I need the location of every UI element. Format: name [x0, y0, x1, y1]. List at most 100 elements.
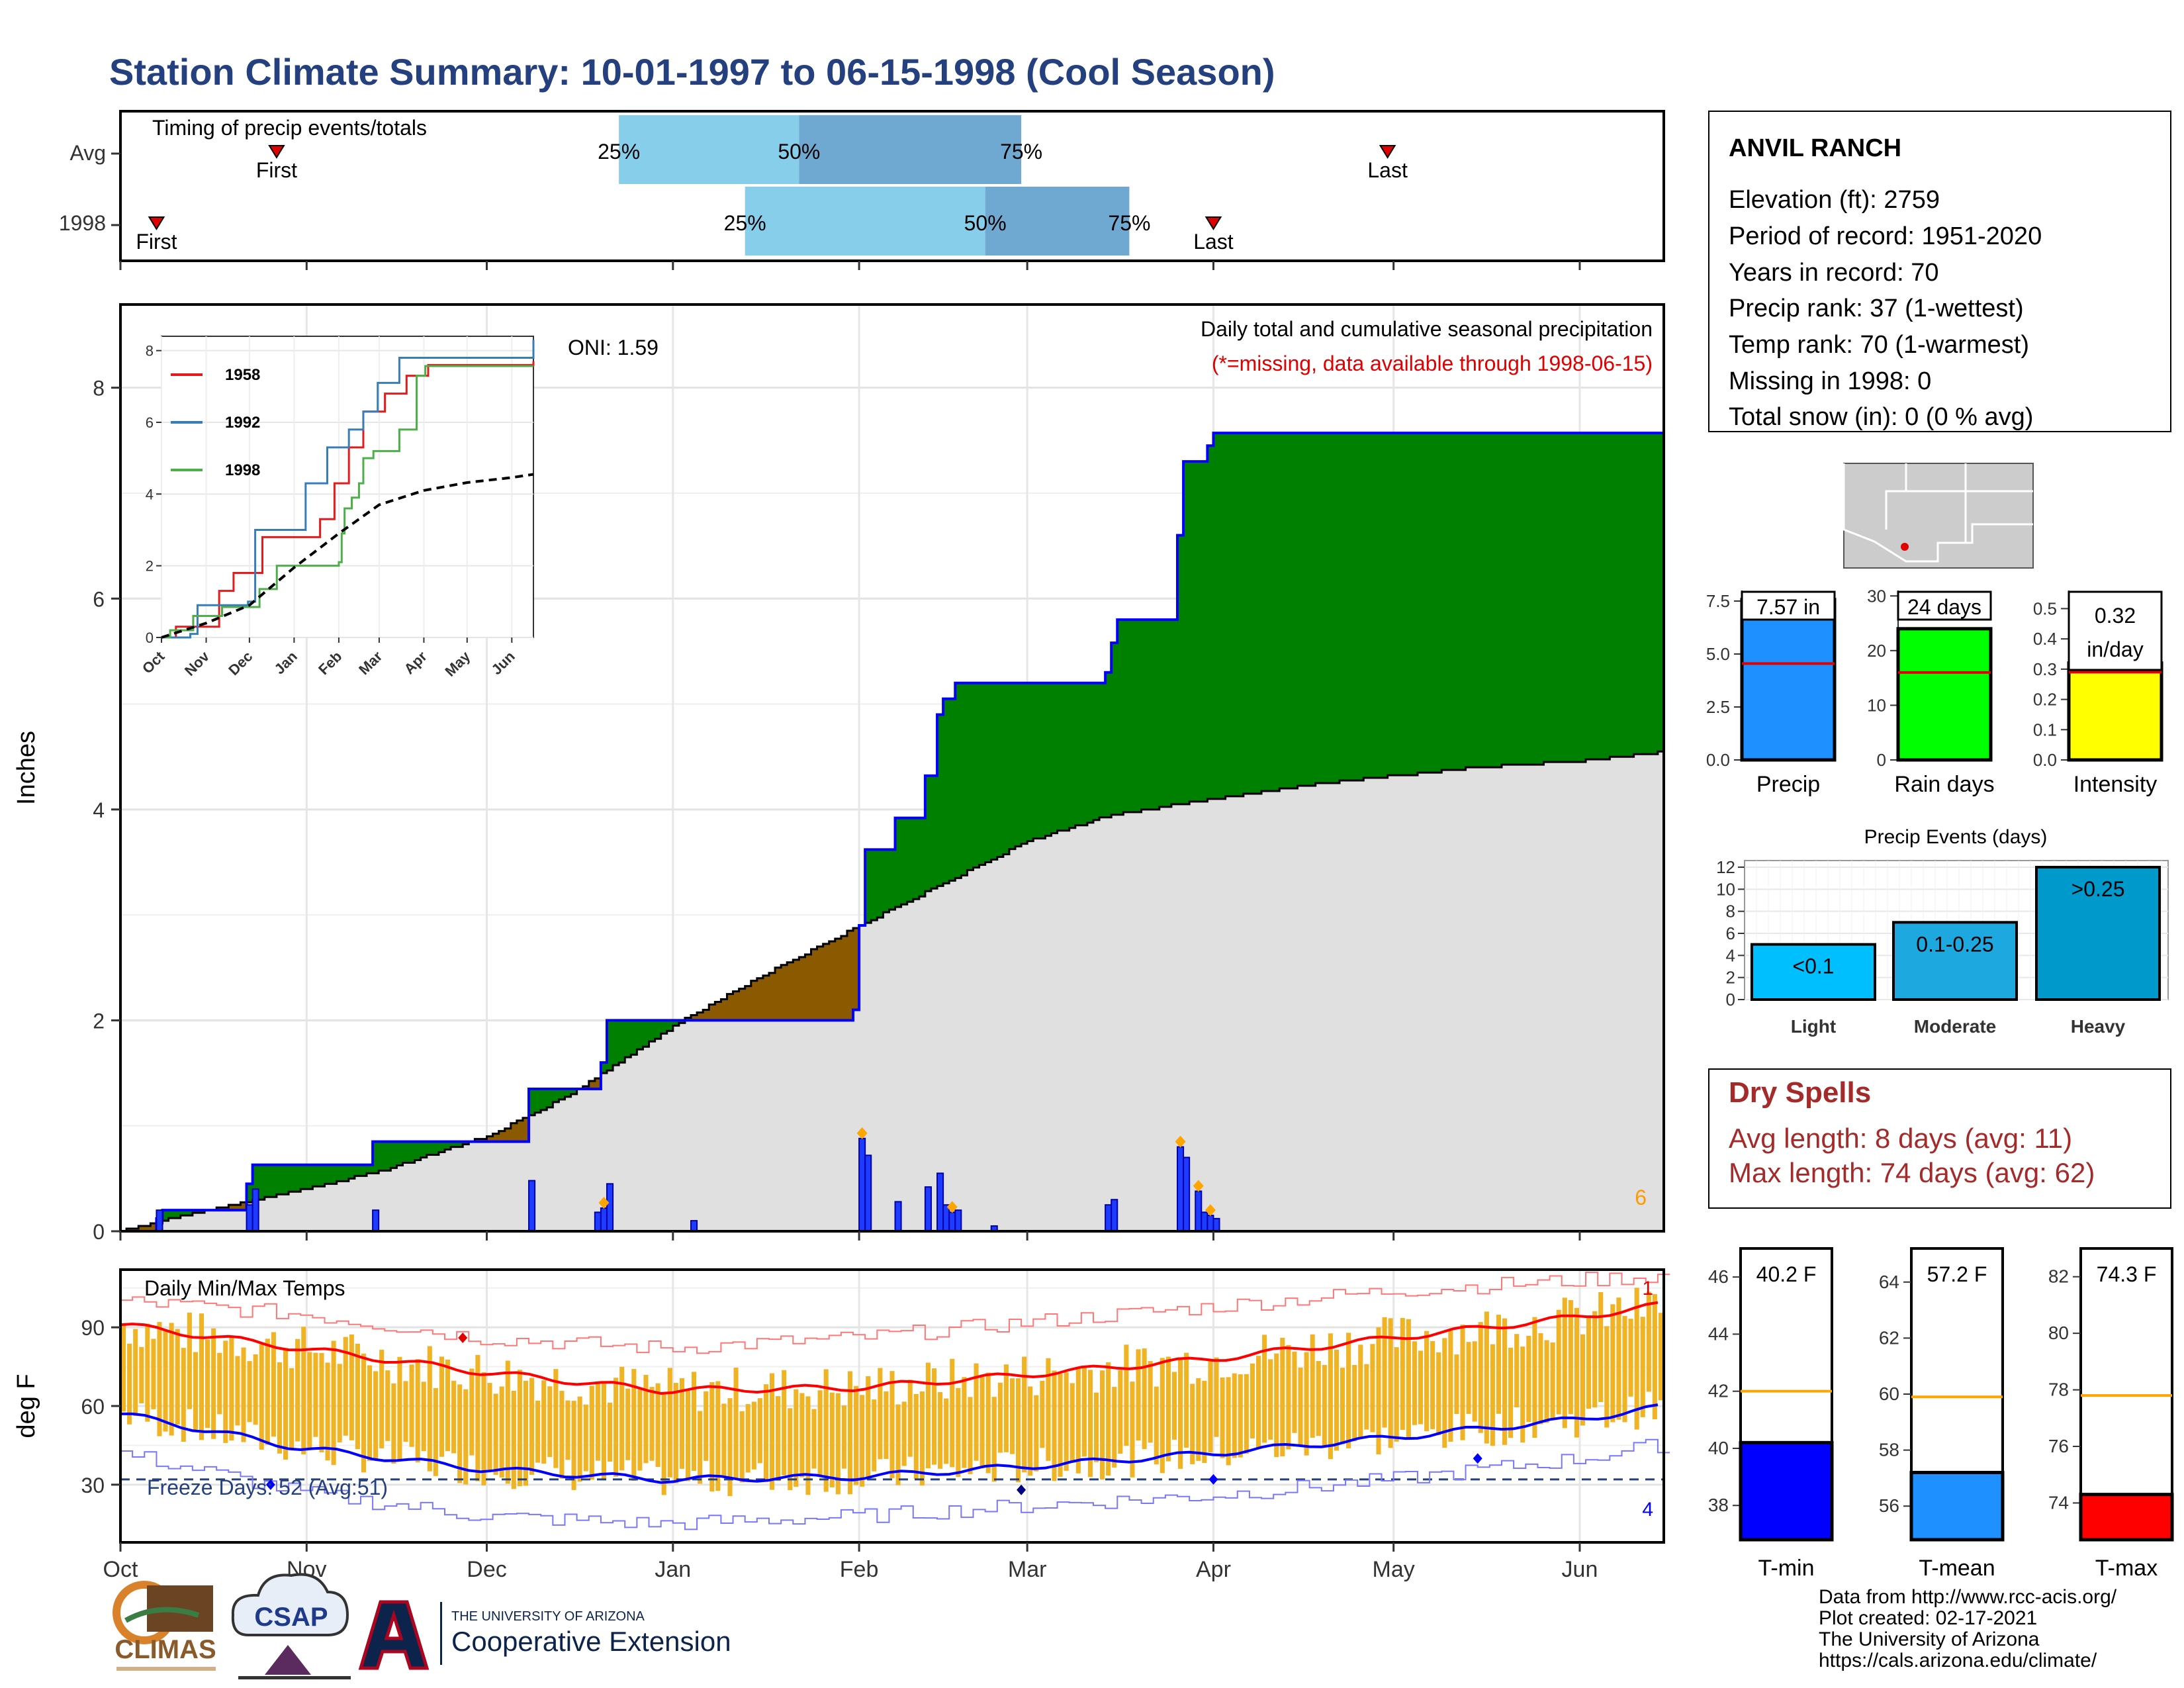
- deficit-fill: [510, 1123, 518, 1142]
- daily-temp-bar: [1304, 1352, 1309, 1456]
- daily-precip-bar: [858, 1137, 866, 1232]
- daily-temp-bar: [1255, 1356, 1261, 1449]
- surplus-fill: [997, 682, 1004, 857]
- surplus-fill: [559, 1088, 566, 1100]
- daily-temp-bar: [439, 1356, 444, 1457]
- daily-temp-bar: [271, 1332, 276, 1437]
- daily-temp-bar: [313, 1352, 318, 1437]
- temp-x-tick-label: Jun: [1562, 1557, 1598, 1582]
- daily-temp-bar: [133, 1329, 138, 1416]
- daily-temp-bar: [415, 1359, 420, 1463]
- surplus-fill: [1321, 433, 1328, 784]
- daily-temp-bar: [1388, 1318, 1393, 1448]
- inset-y-tick-label: 2: [146, 558, 154, 575]
- daily-temp-bar: [1622, 1316, 1627, 1423]
- inset-legend-label: 1958: [225, 366, 260, 384]
- avg-max-line: [120, 1301, 1659, 1395]
- daily-temp-bar: [1280, 1338, 1285, 1457]
- station-info-frame: [1708, 111, 2171, 432]
- daily-temp-bar: [878, 1368, 883, 1460]
- surplus-fill: [913, 818, 920, 900]
- daily-temp-bar: [956, 1387, 961, 1477]
- surplus-fill: [342, 1164, 349, 1182]
- surplus-fill: [1483, 433, 1490, 768]
- surplus-fill: [426, 1141, 433, 1155]
- surplus-fill: [1015, 682, 1022, 847]
- surplus-fill: [1279, 433, 1286, 788]
- daily-temp-bar: [1124, 1344, 1129, 1446]
- daily-temp-bar: [157, 1322, 162, 1436]
- surplus-fill: [907, 818, 914, 902]
- deficit-fill: [781, 964, 788, 1021]
- precip-y-tick-label: 2: [93, 1009, 105, 1033]
- climas-wave-icon: [124, 1607, 200, 1623]
- inset-plot-bg: [161, 336, 534, 638]
- daily-temp-bar: [1171, 1372, 1177, 1440]
- station-line: Precip rank: 37 (1-wettest): [1729, 295, 2024, 322]
- surplus-fill: [967, 682, 974, 870]
- surplus-fill: [877, 849, 884, 918]
- daily-temp-bar: [1478, 1322, 1483, 1433]
- temp-summary-bar: [2079, 1493, 2174, 1542]
- daily-temp-bar: [841, 1405, 846, 1469]
- daily-temp-bar: [1454, 1354, 1459, 1415]
- deficit-fill: [228, 1205, 236, 1211]
- surplus-fill: [1351, 433, 1358, 781]
- timing-row-label-avg: Avg: [69, 141, 106, 165]
- surplus-fill: [979, 682, 986, 865]
- deficit-fill: [588, 1081, 596, 1089]
- daily-temp-bar: [163, 1330, 168, 1432]
- daily-temp-bar: [1490, 1344, 1495, 1446]
- daily-temp-bar: [433, 1387, 438, 1476]
- temp-content: [120, 1272, 1670, 1530]
- surplus-fill: [1567, 433, 1574, 763]
- temp-x-tick-label: Apr: [1196, 1557, 1231, 1582]
- ua-logo: THE UNIVERSITY OF ARIZONA Cooperative Ex…: [358, 1600, 731, 1670]
- daily-temp-bar: [776, 1396, 781, 1481]
- deficit-fill: [594, 1078, 602, 1089]
- daily-precip-bar: [954, 1209, 962, 1232]
- daily-temp-bar: [1352, 1364, 1357, 1442]
- deficit-fill: [799, 957, 806, 1021]
- daily-temp-bar: [409, 1364, 414, 1447]
- surplus-fill: [1117, 620, 1124, 815]
- daily-temp-bar: [403, 1381, 408, 1442]
- surplus-fill: [1417, 433, 1424, 773]
- daily-precip-bar: [606, 1183, 614, 1233]
- deficit-fill: [703, 1009, 709, 1021]
- surplus-fill: [1225, 433, 1232, 796]
- temp-record-diamond-icon: [1017, 1484, 1026, 1495]
- inset-normal-line: [161, 473, 534, 639]
- surplus-fill: [1003, 682, 1010, 855]
- summary-y-tick-label: 5.0: [1706, 644, 1730, 664]
- observed-cumulative-line: [120, 432, 1664, 1233]
- deficit-fill: [240, 1202, 248, 1211]
- surplus-fill: [570, 1088, 578, 1094]
- deficit-fill: [756, 978, 764, 1021]
- daily-temp-bar: [205, 1339, 210, 1429]
- surplus-fill: [606, 1020, 614, 1071]
- inset-y-tick-label: 4: [146, 486, 154, 502]
- temp-x-tick-label: Dec: [467, 1557, 506, 1582]
- daily-temp-bar: [1046, 1358, 1051, 1461]
- temp-x-tick-label: Oct: [103, 1557, 138, 1582]
- surplus-fill: [1333, 433, 1340, 784]
- daily-temp-bar: [1574, 1307, 1579, 1438]
- surplus-fill: [1369, 433, 1377, 778]
- daily-temp-bar: [445, 1359, 451, 1452]
- daily-temp-bar: [745, 1404, 751, 1473]
- daily-temp-bar: [919, 1391, 925, 1486]
- surplus-fill: [1291, 433, 1298, 788]
- surplus-fill: [1189, 461, 1196, 802]
- deficit-fill: [733, 991, 740, 1021]
- daily-temp-bar: [565, 1400, 570, 1460]
- temp-summary-bar-label: T-mean: [1919, 1556, 1995, 1581]
- daily-temp-bar: [493, 1393, 498, 1476]
- timing-first-label: First: [256, 158, 297, 182]
- temp-ylabel: deg F: [13, 1374, 40, 1438]
- daily-temp-bar: [259, 1344, 264, 1450]
- deficit-fill: [739, 988, 746, 1021]
- daily-temp-bar: [265, 1338, 270, 1445]
- inset-legend-label: 1998: [225, 461, 260, 479]
